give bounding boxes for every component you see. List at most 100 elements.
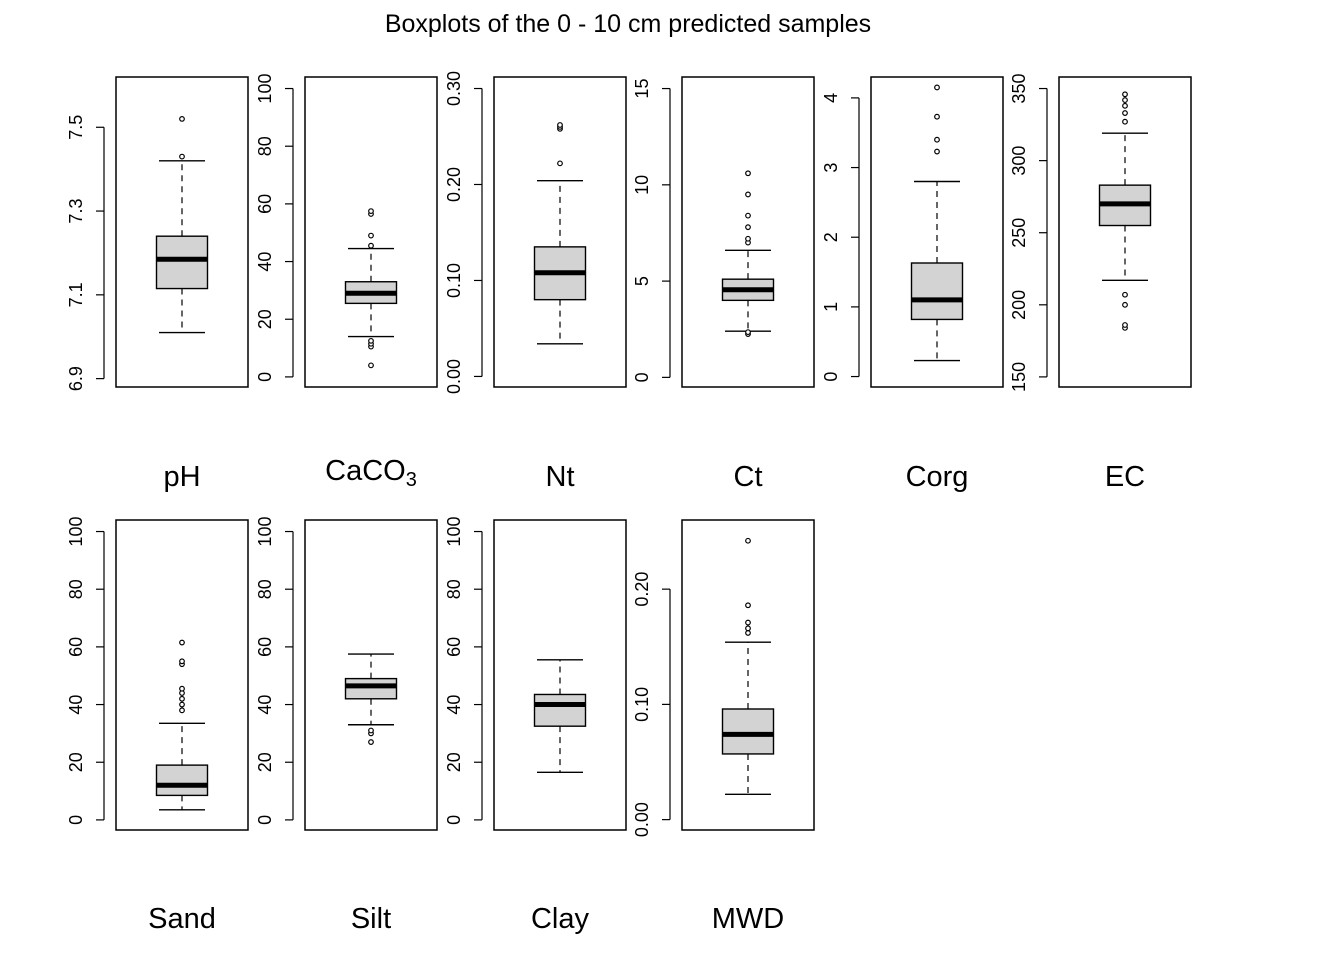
y-tick-label: 0.00: [632, 802, 652, 837]
outlier-point: [179, 115, 185, 122]
y-tick-label: 0.20: [444, 167, 464, 202]
y-tick-label: 100: [255, 517, 275, 547]
y-tick-label: 5: [632, 276, 652, 286]
y-tick-label: 3: [821, 163, 841, 173]
y-tick-label: 7.3: [66, 199, 86, 224]
y-tick-label: 0.10: [632, 687, 652, 722]
y-tick-label: 20: [444, 752, 464, 772]
y-tick-label: 100: [66, 517, 86, 547]
outlier-point: [1122, 322, 1128, 328]
outlier-point: [179, 685, 185, 692]
y-tick-label: 250: [1009, 218, 1029, 248]
plot-frame: [681, 519, 815, 831]
y-tick-label: 20: [66, 752, 86, 772]
panel-label: pH: [163, 461, 200, 493]
outlier-point: [557, 160, 563, 167]
plot-frame: [493, 519, 627, 831]
y-tick-label: 40: [444, 695, 464, 715]
outlier-point: [179, 695, 185, 702]
panel-label: Clay: [531, 903, 590, 935]
outlier-point: [1122, 91, 1128, 98]
outlier-point: [745, 329, 751, 336]
outlier-point: [1122, 102, 1128, 109]
y-tick-label: 4: [821, 93, 841, 103]
panel-label: MWD: [712, 903, 784, 935]
plot-frame: [1058, 76, 1192, 388]
outlier-point: [745, 224, 751, 231]
y-tick-label: 350: [1009, 74, 1029, 104]
outlier-point: [934, 113, 940, 120]
panel-label: EC: [1105, 461, 1145, 493]
plot-frame: [681, 76, 815, 388]
outlier-point: [745, 212, 751, 219]
y-tick-label: 100: [444, 517, 464, 547]
panel-label: Corg: [906, 461, 969, 493]
outlier-point: [934, 136, 940, 143]
y-tick-label: 1: [821, 302, 841, 312]
y-tick-label: 0: [444, 815, 464, 825]
panel-label: Ct: [734, 461, 763, 493]
outlier-point: [179, 658, 185, 665]
y-tick-label: 60: [444, 637, 464, 657]
y-tick-label: 60: [255, 194, 275, 214]
plot-frame: [493, 76, 627, 388]
y-tick-label: 80: [66, 579, 86, 599]
plot-frame: [115, 76, 249, 388]
y-tick-label: 0: [255, 372, 275, 382]
outlier-point: [745, 235, 751, 242]
y-tick-label: 7.1: [66, 282, 86, 307]
iqr-box: [344, 677, 398, 700]
y-tick-label: 150: [1009, 362, 1029, 392]
y-tick-label: 7.5: [66, 115, 86, 140]
panel-label: Nt: [546, 461, 575, 493]
iqr-box: [155, 235, 209, 290]
y-tick-label: 60: [66, 637, 86, 657]
panel-label: Silt: [351, 903, 391, 935]
y-tick-label: 0: [821, 372, 841, 382]
outlier-point: [1122, 110, 1128, 116]
y-tick-label: 0: [255, 815, 275, 825]
outlier-point: [179, 707, 185, 714]
y-tick-label: 0.30: [444, 71, 464, 106]
y-tick-label: 80: [255, 579, 275, 599]
outlier-point: [745, 602, 751, 609]
outlier-point: [368, 242, 374, 249]
outlier-point: [1122, 301, 1128, 308]
panel-ec: 150 200 250 300 350 EC: [1009, 74, 1192, 493]
y-tick-label: 20: [255, 752, 275, 772]
plot-frame: [115, 519, 249, 831]
y-tick-label: 0: [632, 372, 652, 382]
panel-ct: 0 5 10 15 Ct: [632, 76, 815, 493]
y-tick-label: 40: [255, 695, 275, 715]
outlier-point: [745, 170, 751, 177]
y-tick-label: 6.9: [66, 366, 86, 391]
outlier-point: [934, 148, 940, 155]
y-tick-label: 200: [1009, 290, 1029, 320]
outlier-point: [1122, 97, 1128, 103]
y-tick-label: 10: [632, 175, 652, 195]
plot-frame: [304, 76, 438, 388]
outlier-point: [1122, 118, 1128, 125]
y-tick-label: 0.20: [632, 572, 652, 607]
y-tick-label: 80: [255, 136, 275, 156]
panel-corg: 0 1 2 3 4 Corg: [821, 76, 1004, 493]
panel-mwd: 0.00 0.10 0.20 MWD: [632, 519, 815, 935]
outlier-point: [745, 619, 751, 626]
outlier-point: [934, 84, 940, 91]
plot-frame: [870, 76, 1004, 388]
outlier-point: [368, 232, 374, 239]
panel-label: Sand: [148, 903, 216, 935]
iqr-box: [155, 764, 209, 797]
outlier-point: [368, 739, 374, 745]
y-tick-label: 80: [444, 579, 464, 599]
panel-silt: 0 20 40 60 80 100 Silt: [255, 517, 438, 935]
outlier-point: [368, 337, 374, 344]
panel-clay: 0 20 40 60 80 100 Clay: [444, 517, 627, 935]
y-tick-label: 2: [821, 232, 841, 242]
panel-ph: 6.9 7.1 7.3 7.5 pH: [66, 76, 249, 493]
outlier-point: [1122, 291, 1128, 298]
panel-nt: 0.00 0.10 0.20 0.30 Nt: [444, 71, 627, 493]
outlier-point: [368, 362, 374, 369]
outlier-point: [557, 122, 563, 128]
